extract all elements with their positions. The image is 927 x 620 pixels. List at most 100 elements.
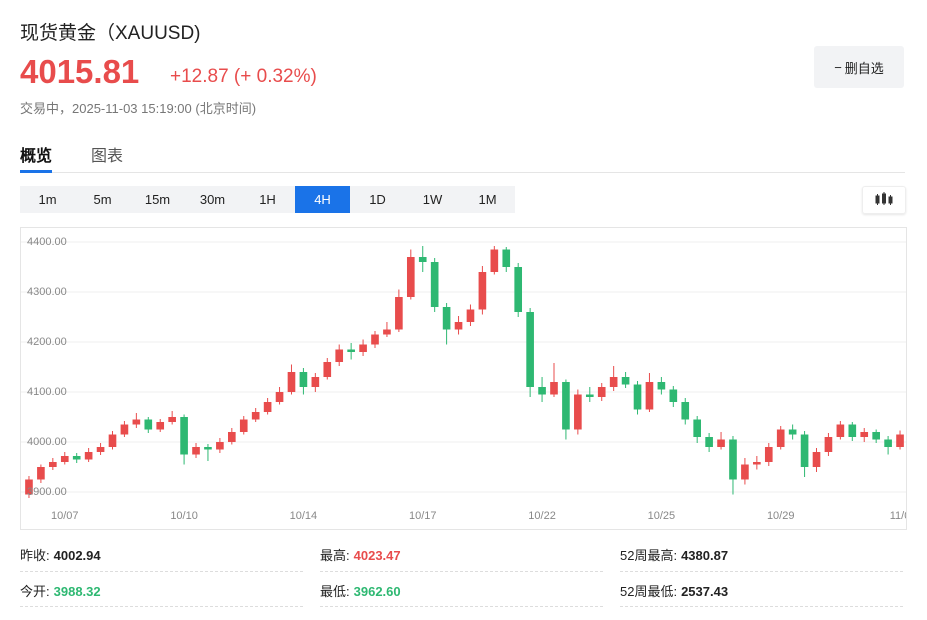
candle-body bbox=[60, 456, 69, 462]
stat-label: 最高: bbox=[320, 548, 350, 563]
candle-body bbox=[633, 384, 642, 410]
status: 交易中，2025-11-03 15:19:00 (北京时间) bbox=[20, 101, 257, 116]
icon bbox=[875, 192, 893, 205]
candle-body bbox=[395, 297, 403, 330]
candle-body bbox=[872, 432, 880, 440]
candle-body bbox=[514, 267, 523, 312]
candle-body bbox=[490, 249, 499, 272]
candle-body bbox=[442, 307, 451, 330]
candle-body bbox=[108, 434, 117, 447]
interval-button[interactable]: 1M bbox=[478, 192, 497, 207]
candle-body bbox=[657, 382, 666, 390]
stat-value: 3988.32 bbox=[53, 584, 101, 599]
candle-body bbox=[72, 456, 81, 460]
interval-bar: 1m 5m 15m 30m 1H 4H 1D 1W 1M bbox=[20, 186, 515, 213]
stat-divider bbox=[620, 606, 903, 607]
interval-button[interactable]: 30m bbox=[199, 192, 226, 207]
x-tick-label: 10/29 bbox=[767, 510, 795, 522]
y-tick-label: 4400.00 bbox=[27, 236, 67, 248]
candle-body bbox=[466, 309, 475, 322]
stat-label: 昨收: bbox=[20, 548, 50, 563]
candle-body bbox=[251, 412, 260, 420]
candle-body bbox=[717, 439, 725, 447]
interval-button[interactable]: 5m bbox=[93, 192, 112, 207]
candle-body bbox=[371, 334, 379, 345]
candle-body bbox=[84, 452, 93, 460]
candle-body bbox=[120, 424, 129, 435]
candle-body bbox=[192, 447, 200, 455]
candle-body bbox=[430, 262, 439, 307]
candle-body bbox=[574, 394, 582, 430]
candle-body bbox=[144, 419, 153, 430]
candle-body bbox=[347, 349, 355, 352]
candle-body bbox=[359, 344, 367, 352]
candle-body bbox=[478, 272, 487, 310]
interval-button[interactable]: 15m bbox=[144, 192, 171, 207]
interval-button[interactable]: 4H bbox=[295, 186, 350, 213]
candle-body bbox=[776, 429, 785, 447]
candle-body bbox=[275, 392, 284, 402]
candle-body bbox=[287, 372, 296, 392]
candle-body bbox=[609, 377, 618, 387]
candle-body bbox=[227, 432, 236, 442]
candle-body bbox=[597, 387, 606, 397]
candle-body bbox=[323, 362, 332, 377]
interval-button[interactable]: 1D bbox=[369, 192, 386, 207]
divider bbox=[20, 172, 905, 173]
price: 4015.81 bbox=[20, 53, 140, 90]
candle-body bbox=[538, 387, 546, 395]
candle-body bbox=[812, 452, 821, 467]
y-tick-label: 4300.00 bbox=[27, 286, 67, 298]
stat: 昨收: 4002.94 bbox=[20, 545, 101, 564]
stat-value: 4380.87 bbox=[681, 548, 729, 563]
x-tick-label: 10/14 bbox=[290, 510, 318, 522]
candle-body bbox=[216, 442, 224, 450]
candle-body bbox=[526, 312, 534, 387]
stat-value: 4023.47 bbox=[353, 548, 401, 563]
interval-button[interactable]: 1H bbox=[259, 192, 276, 207]
stat-label: 52周最高: bbox=[620, 548, 678, 563]
chart-container: 3900.00 4000.00 4100.00 4200.00 4300.00 4400.… bbox=[20, 227, 907, 530]
stat-value: 2537.43 bbox=[681, 584, 729, 599]
chart-type-button[interactable] bbox=[862, 186, 906, 214]
candle-body bbox=[705, 437, 713, 447]
watch-button[interactable]: − 删自选 bbox=[814, 46, 904, 88]
stat: 52周最高: 4380.87 bbox=[620, 545, 728, 564]
candle-body bbox=[311, 377, 320, 387]
interval-button[interactable]: 1m bbox=[38, 192, 57, 207]
candle-body bbox=[729, 439, 737, 480]
candle-body bbox=[204, 447, 212, 450]
x-tick-label: 10/10 bbox=[170, 510, 198, 522]
x-tick-label: 11/0 bbox=[890, 510, 906, 522]
stat-divider bbox=[20, 571, 303, 572]
y-tick-label: 3900.00 bbox=[27, 486, 67, 498]
price-change: +12.87 (+ 0.32%) bbox=[170, 66, 317, 87]
candle-body bbox=[562, 382, 570, 430]
stat-label: 52周最低: bbox=[620, 584, 678, 599]
candle-body bbox=[884, 439, 892, 447]
candle-body bbox=[788, 429, 797, 435]
y-tick-label: 4100.00 bbox=[27, 386, 67, 398]
x-tick-label: 10/25 bbox=[648, 510, 676, 522]
tab[interactable]: 概览 bbox=[20, 148, 53, 165]
candle-body bbox=[669, 389, 678, 402]
candle-body bbox=[180, 417, 188, 455]
stat-value: 3962.60 bbox=[353, 584, 401, 599]
chart: 3900.00 4000.00 4100.00 4200.00 4300.00 4400.… bbox=[21, 236, 906, 522]
stat: 今开: 3988.32 bbox=[20, 581, 101, 600]
candle-body bbox=[693, 419, 702, 437]
watch-label: 删自选 bbox=[844, 60, 884, 76]
candle-body bbox=[335, 349, 344, 362]
candle-body bbox=[418, 257, 427, 262]
interval-button[interactable]: 1W bbox=[422, 192, 443, 207]
tab[interactable]: 图表 bbox=[91, 148, 124, 165]
candle-body bbox=[585, 394, 594, 397]
stat: 最高: 4023.47 bbox=[320, 545, 401, 564]
stat-label: 最低: bbox=[320, 584, 350, 599]
candle-body bbox=[383, 329, 391, 335]
stat: 52周最低: 2537.43 bbox=[620, 581, 728, 600]
candle-body bbox=[96, 447, 105, 452]
candle-body bbox=[168, 417, 176, 422]
candle-body bbox=[848, 424, 857, 437]
